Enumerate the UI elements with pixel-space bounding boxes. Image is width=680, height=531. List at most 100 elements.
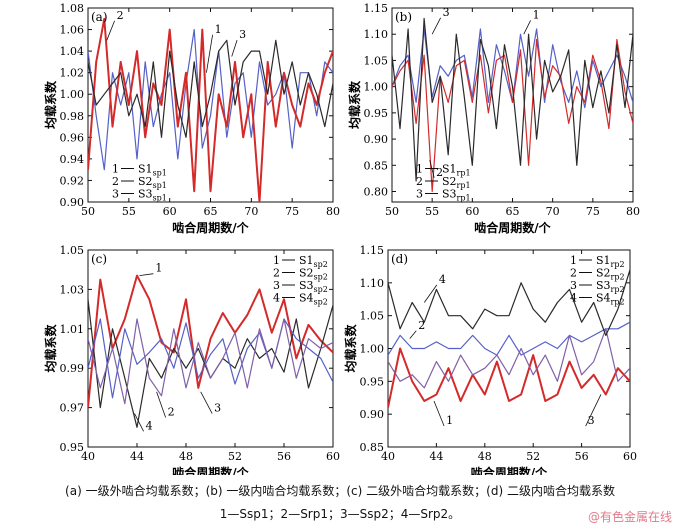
y-tick-label: 1.04 xyxy=(60,45,85,58)
series-line-1 xyxy=(88,29,333,171)
legend-entry-1: 1 S1sp1 xyxy=(112,163,167,178)
y-tick-label: 1.03 xyxy=(60,283,85,296)
x-tick-label: 75 xyxy=(285,205,299,218)
annotation-label: 2 xyxy=(436,166,443,179)
legend-label: S3sp2 xyxy=(299,279,328,294)
x-tick-label: 50 xyxy=(81,205,95,218)
legend-index: 1 xyxy=(570,254,577,267)
legend-index: 1 xyxy=(112,163,119,176)
x-tick-label: 44 xyxy=(429,450,443,463)
x-tick-label: 40 xyxy=(381,450,395,463)
chart-panel-d: 40 44 48 52 56 600.850.900.951.001.051.101.15… xyxy=(343,244,637,480)
annotation-leader xyxy=(156,391,167,418)
legend-entry-1: 1 S1sp2 xyxy=(273,254,328,269)
legend-index: 1 xyxy=(416,163,423,176)
x-tick-label: 65 xyxy=(204,205,218,218)
legend-label: S2rp2 xyxy=(596,267,625,282)
series-line-3 xyxy=(388,328,630,389)
y-tick-label: 1.05 xyxy=(60,244,85,257)
legend-label: S1sp2 xyxy=(299,254,328,269)
legend-index: 4 xyxy=(570,292,577,305)
watermark: @有色金属在线 xyxy=(587,510,672,524)
plot-frame xyxy=(87,249,334,448)
x-axis-label: 啮合周期数/个 xyxy=(172,465,249,475)
y-tick-label: 1.10 xyxy=(360,277,385,290)
annotation-leader xyxy=(134,413,144,432)
legend-entry-4: 4 S4sp2 xyxy=(273,292,328,307)
series-line-1 xyxy=(88,274,333,408)
x-tick-label: 70 xyxy=(244,205,258,218)
x-tick-label: 70 xyxy=(546,205,560,218)
x-tick-label: 60 xyxy=(465,205,479,218)
x-tick-label: 52 xyxy=(526,450,540,463)
annotation-label: 4 xyxy=(146,419,153,432)
legend-label: S3rp2 xyxy=(596,279,625,294)
x-tick-label: 60 xyxy=(326,450,340,463)
legend-label: S3rp1 xyxy=(442,188,471,203)
legend-label: S4rp2 xyxy=(596,292,625,307)
y-tick-label: 1.10 xyxy=(364,28,389,41)
annotation-leader xyxy=(429,159,435,178)
x-tick-label: 48 xyxy=(179,450,193,463)
annotation-leader xyxy=(231,40,238,57)
x-tick-label: 75 xyxy=(586,205,600,218)
annotation-leader xyxy=(139,273,154,277)
y-tick-label: 1.00 xyxy=(360,343,385,356)
plot-frame xyxy=(391,7,634,203)
panel-label: (d) xyxy=(391,252,408,266)
annotation-leader xyxy=(206,34,213,73)
annotation-leader xyxy=(200,391,213,414)
legend-entry-3: 3 S3sp2 xyxy=(273,279,328,294)
legend-entry-1: 1 S1rp2 xyxy=(570,254,625,269)
legend-index: 3 xyxy=(570,279,577,292)
legend-entry-3: 3 S3rp1 xyxy=(416,188,471,203)
y-tick-label: 0.90 xyxy=(360,408,385,421)
legend-label: S1rp2 xyxy=(596,254,625,269)
y-tick-label: 0.90 xyxy=(60,196,85,209)
y-axis-label: 均载系数 xyxy=(343,324,358,373)
legend-index: 3 xyxy=(112,188,119,201)
y-tick-label: 1.05 xyxy=(364,54,389,67)
panel-label: (a) xyxy=(91,10,108,24)
legend-entry-2: 2 S2rp2 xyxy=(570,267,625,282)
y-tick-label: 0.95 xyxy=(364,107,389,120)
annotation-label: 1 xyxy=(446,414,453,427)
x-tick-label: 55 xyxy=(122,205,136,218)
legend-index: 3 xyxy=(416,188,423,201)
annotation-label: 2 xyxy=(168,405,175,418)
x-tick-label: 60 xyxy=(623,450,637,463)
legend-label: S2sp2 xyxy=(299,267,328,282)
y-axis-label: 均载系数 xyxy=(43,80,58,129)
charts-canvas: 50 55 60 65 70 75 80 0.90 0.92 0.94 0.96 0.98 1.00 1.… xyxy=(43,2,640,480)
x-tick-label: 55 xyxy=(425,205,439,218)
y-tick-label: 0.90 xyxy=(364,133,389,146)
legend-index: 4 xyxy=(273,292,280,305)
series-line-2 xyxy=(388,321,630,356)
series-line-3 xyxy=(392,17,633,182)
x-tick-label: 56 xyxy=(277,450,291,463)
legend-index: 3 xyxy=(273,279,280,292)
annotation-label: 3 xyxy=(214,402,221,415)
legend-label: S2sp1 xyxy=(138,175,167,190)
series-line-4 xyxy=(388,269,630,336)
annotation-leader xyxy=(433,400,445,427)
legend-index: 1 xyxy=(273,254,280,267)
annotation-leader xyxy=(106,20,115,41)
y-axis-label: 均载系数 xyxy=(347,80,362,129)
annotation-label: 1 xyxy=(533,8,540,21)
annotation-label: 1 xyxy=(215,23,222,36)
x-tick-label: 44 xyxy=(130,450,144,463)
y-tick-label: 0.94 xyxy=(60,153,85,166)
x-tick-label: 50 xyxy=(385,205,399,218)
y-tick-label: 1.06 xyxy=(60,24,85,37)
y-tick-label: 1.00 xyxy=(364,81,389,94)
annotation-leader xyxy=(523,20,531,35)
y-tick-label: 0.96 xyxy=(60,131,85,144)
panel-label: (b) xyxy=(395,10,412,24)
y-tick-label: 0.85 xyxy=(364,159,389,172)
series-line-4 xyxy=(88,318,333,405)
y-tick-label: 1.15 xyxy=(364,2,389,15)
y-tick-label: 0.97 xyxy=(60,402,85,415)
x-tick-label: 60 xyxy=(163,205,177,218)
